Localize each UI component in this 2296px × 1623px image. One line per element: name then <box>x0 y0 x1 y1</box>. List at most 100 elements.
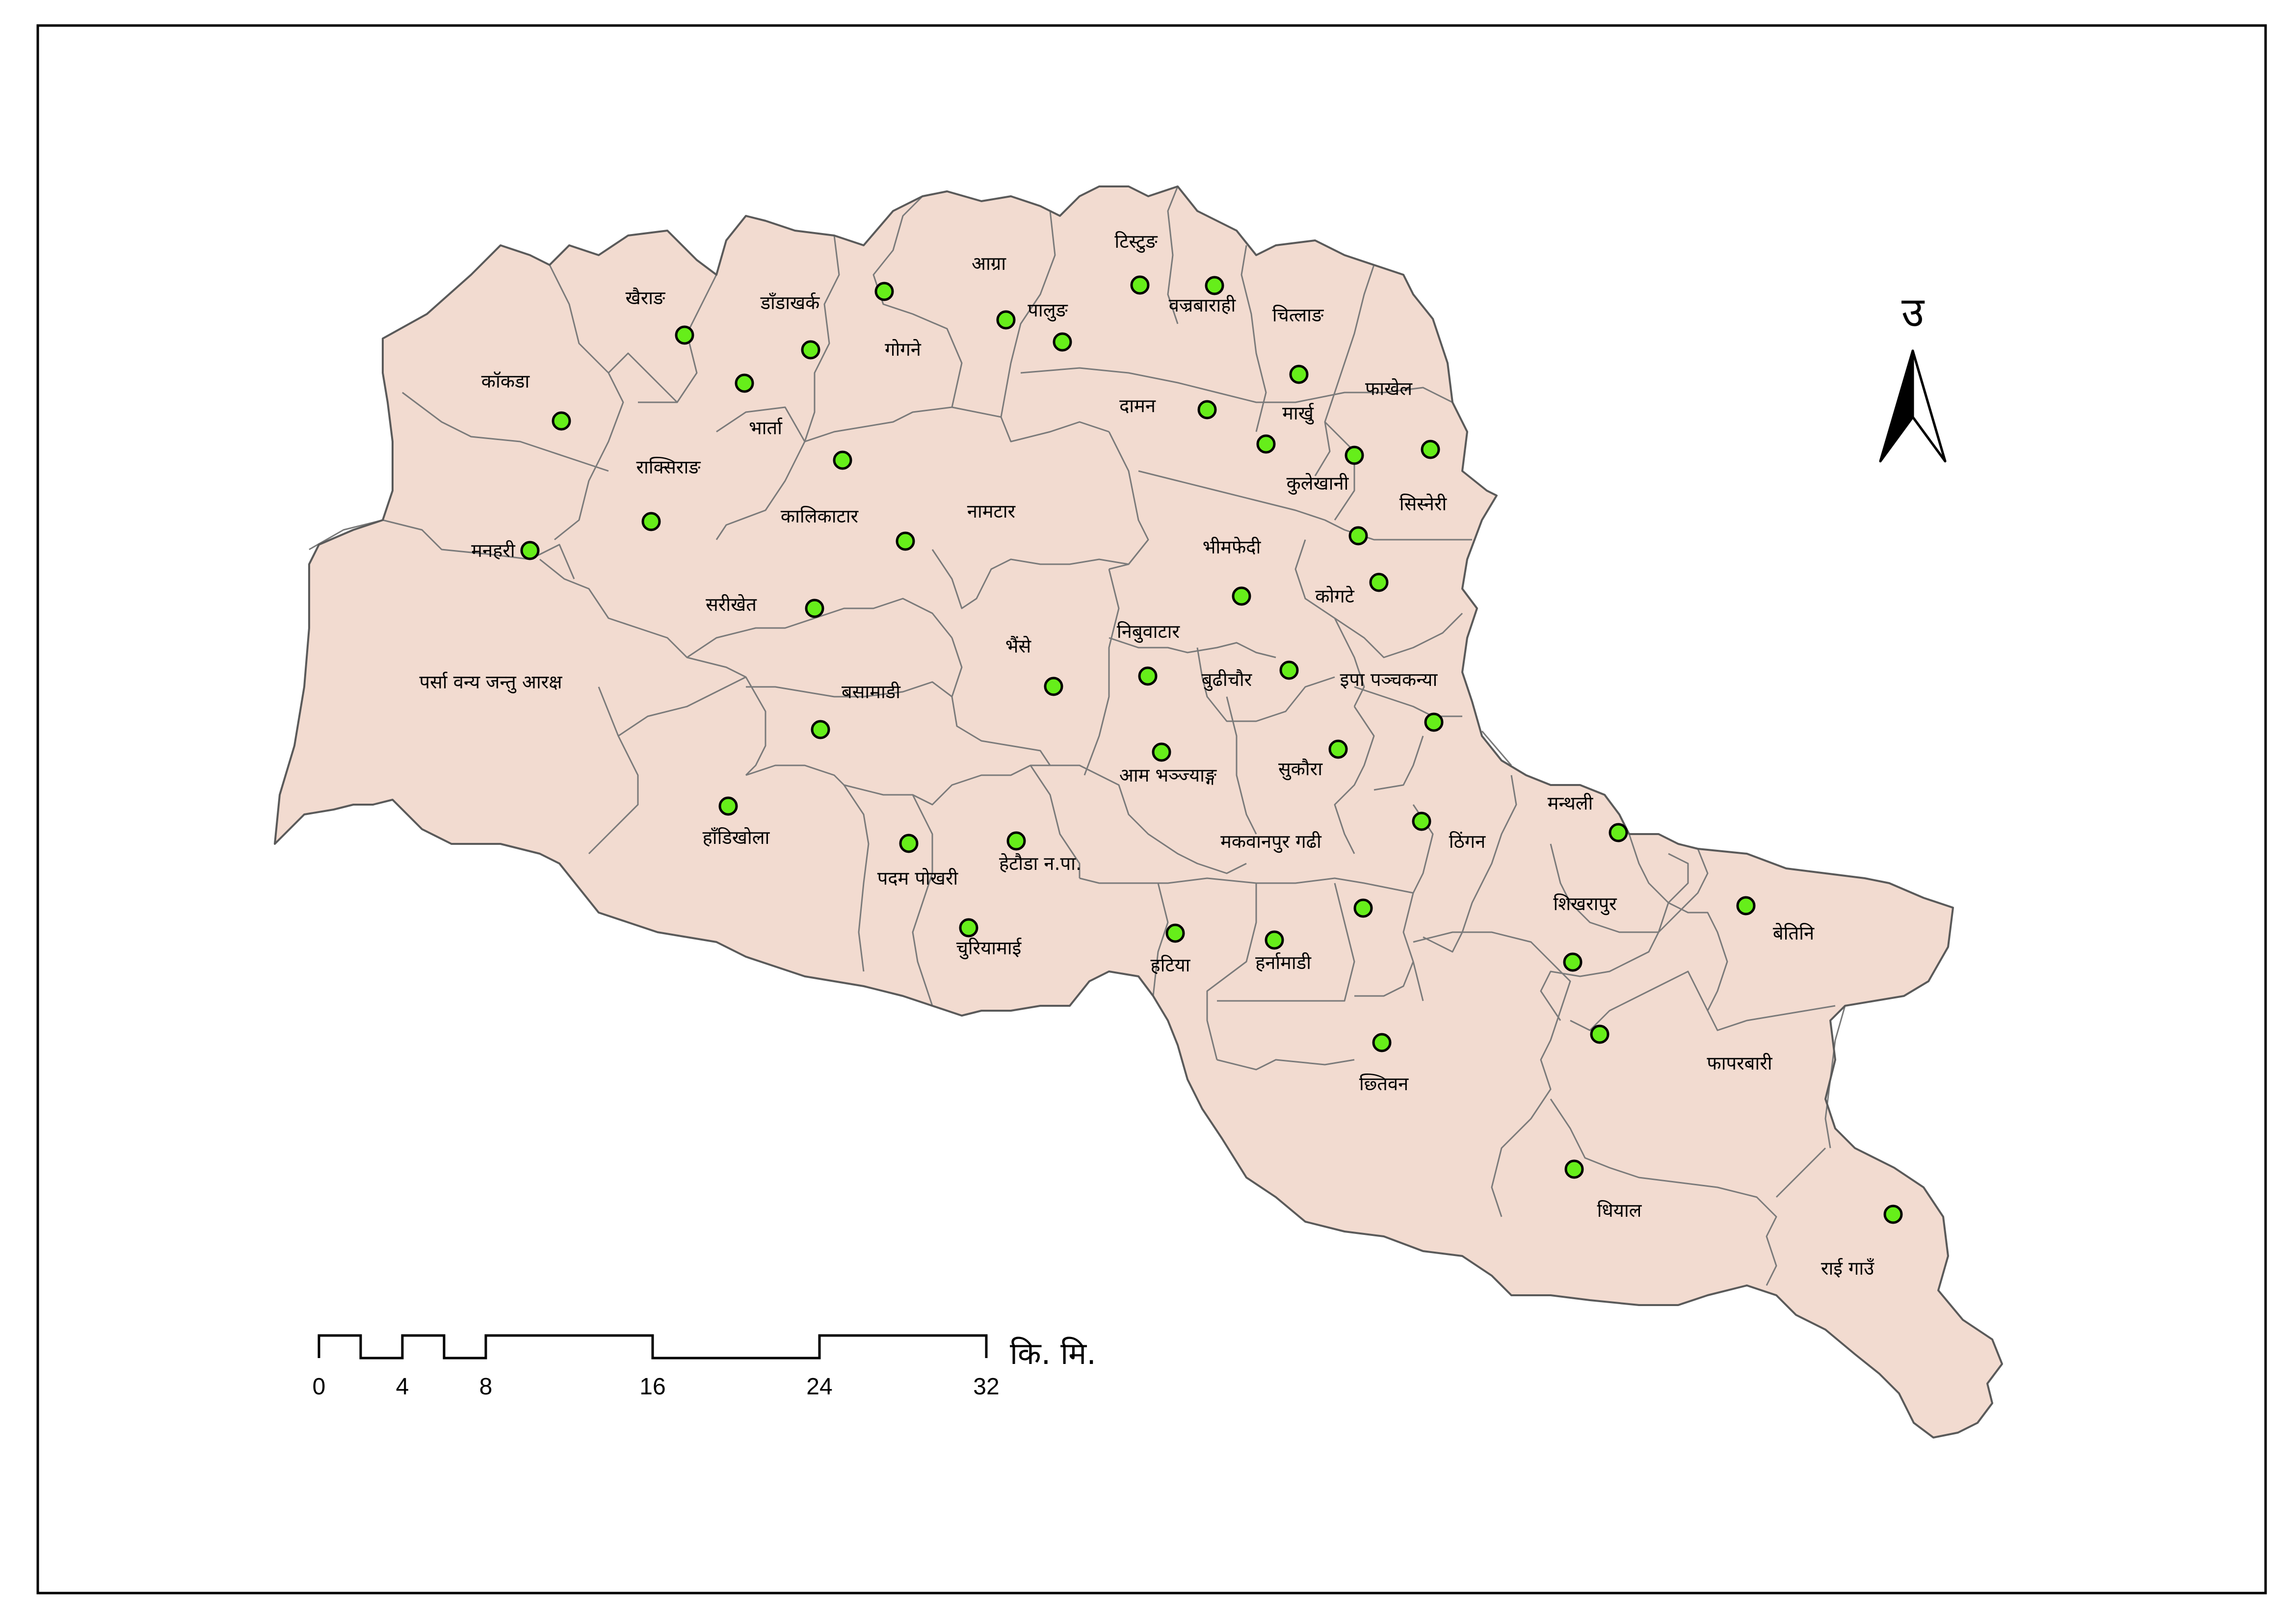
vdc-label: चित्लाङ <box>1272 304 1324 326</box>
settlement-point <box>1590 1024 1610 1044</box>
settlement-point <box>1006 831 1026 851</box>
vdc-label: राई गाउँ <box>1821 1257 1874 1279</box>
settlement-point <box>1265 930 1284 950</box>
vdc-label: भार्ता <box>749 417 783 439</box>
settlement-point <box>1044 677 1063 696</box>
settlement-point <box>811 720 830 739</box>
settlement-point <box>1421 440 1440 459</box>
vdc-label: सुकौरा <box>1278 758 1323 781</box>
scale-bar-line <box>317 1334 988 1360</box>
vdc-label: निबुवाटार <box>1117 621 1181 643</box>
scale-tick-32: 32 <box>973 1374 999 1400</box>
settlement-point <box>1412 812 1431 831</box>
settlement-point <box>1197 400 1217 419</box>
settlement-point <box>1053 332 1072 352</box>
settlement-point <box>1372 1033 1392 1052</box>
vdc-label: बेतिनि <box>1773 922 1815 944</box>
settlement-point <box>675 325 694 345</box>
vdc-label: फापरबारी <box>1707 1052 1772 1074</box>
settlement-point <box>801 340 820 360</box>
settlement-point <box>1205 276 1224 295</box>
settlement-point <box>552 411 571 431</box>
vdc-label: मन्थली <box>1548 792 1594 814</box>
vdc-label: ठिंगन <box>1449 831 1486 852</box>
vdc-labels: कॉकडा खैराङ डाँडाखर्क आग्रा टिस्टुङ वज्रबाराह… <box>420 231 1875 1279</box>
settlement-point <box>641 512 661 531</box>
north-arrow-right-half <box>1911 349 1947 463</box>
vdc-label: पदम पोखरी <box>877 867 959 889</box>
vdc-label: मार्खु <box>1282 402 1314 425</box>
north-label: उ <box>1901 288 1925 336</box>
settlement-point <box>1328 739 1348 759</box>
vdc-label: बुढीचौर <box>1202 669 1253 691</box>
vdc-label: नामटार <box>967 500 1016 522</box>
vdc-label: कुलेखानी <box>1287 472 1349 495</box>
vdc-label: पर्सा वन्य जन्तु आरक्ष <box>420 671 563 694</box>
vdc-label: शिखरापुर <box>1553 893 1617 916</box>
scale-tick-8: 8 <box>479 1374 493 1400</box>
vdc-label: फाखेल <box>1365 378 1413 399</box>
settlement-point <box>520 541 540 560</box>
settlement-point <box>735 373 754 393</box>
vdc-label: भीमफेदी <box>1203 536 1262 558</box>
vdc-label: मनहरी <box>471 540 516 561</box>
vdc-label: मकवानपुर गढी <box>1220 831 1322 853</box>
vdc-label: भैंसे <box>1005 635 1032 657</box>
vdc-label: आग्रा <box>972 253 1006 274</box>
settlement-point <box>833 450 852 470</box>
vdc-label: राक्सिराङ <box>636 456 701 478</box>
settlement-point <box>1279 660 1299 680</box>
settlement-point <box>874 282 894 301</box>
settlement-point <box>1353 898 1373 918</box>
settlement-point <box>1348 526 1368 546</box>
settlement-point <box>1152 742 1171 762</box>
settlement-point <box>1165 923 1185 943</box>
settlement-point <box>805 599 824 618</box>
scale-tick-4: 4 <box>396 1374 409 1400</box>
settlement-point <box>1563 952 1583 972</box>
vdc-label: वज्रबाराही <box>1169 294 1237 316</box>
settlement-point <box>1736 896 1756 916</box>
settlement-point <box>996 310 1016 330</box>
settlement-point <box>1130 275 1150 295</box>
north-arrow: उ <box>1879 288 1947 463</box>
settlement-point <box>1424 712 1444 732</box>
vdc-label: हर्नामाडी <box>1255 952 1312 973</box>
scale-tick-0: 0 <box>313 1374 326 1400</box>
scale-tick-24: 24 <box>806 1374 832 1400</box>
internal-boundaries <box>309 186 1846 1286</box>
settlement-point <box>959 918 978 938</box>
vdc-label: आम भञ्ज्याङ्ग <box>1119 764 1217 786</box>
vdc-label: टिस्टुङ <box>1114 231 1158 253</box>
vdc-label: कॉकडा <box>481 370 530 392</box>
scale-bar: 0 4 8 16 24 32 कि. मि. <box>313 1334 1096 1400</box>
settlement-points <box>520 275 1903 1224</box>
map-frame <box>36 24 2267 1595</box>
vdc-label: छ्तिवन <box>1359 1073 1409 1095</box>
vdc-label: धियाल <box>1597 1200 1642 1221</box>
vdc-label: हेटौडा न.पा. <box>999 853 1082 874</box>
scale-unit: कि. मि. <box>1010 1335 1096 1371</box>
vdc-label: सरीखेत <box>706 594 757 615</box>
vdc-label: इपा पञ्चकन्या <box>1340 669 1438 690</box>
settlement-point <box>718 796 738 816</box>
vdc-label: पालुङ <box>1028 299 1068 322</box>
settlement-point <box>1345 445 1364 465</box>
settlement-point <box>1256 434 1276 454</box>
north-arrow-icon <box>1879 349 1914 463</box>
vdc-label: गोगने <box>885 339 922 360</box>
vdc-label: सिस्नेरी <box>1399 493 1448 515</box>
settlement-point <box>1369 573 1389 592</box>
settlement-point <box>1289 365 1309 384</box>
settlement-point <box>1609 823 1628 842</box>
settlement-point <box>899 834 919 853</box>
settlement-point <box>896 531 915 551</box>
settlement-point <box>1564 1159 1584 1179</box>
vdc-label: कालिकाटार <box>781 505 859 527</box>
settlement-point <box>1232 586 1251 606</box>
settlement-point <box>1883 1204 1903 1224</box>
vdc-label: हटिया <box>1150 954 1190 976</box>
settlement-point <box>1138 666 1158 686</box>
vdc-label: बसामाडी <box>842 681 901 703</box>
